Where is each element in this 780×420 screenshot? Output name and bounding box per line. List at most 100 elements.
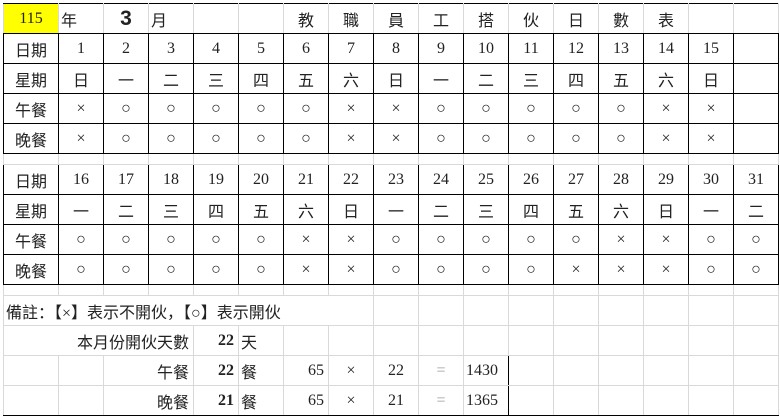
qty[interactable]: 22	[373, 355, 419, 386]
cell[interactable]	[373, 325, 419, 356]
lunch-cell[interactable]: ○	[103, 224, 149, 255]
cell[interactable]	[328, 284, 374, 296]
title-char[interactable]: 教	[283, 3, 329, 34]
cell[interactable]	[283, 325, 329, 356]
title-char[interactable]: 搭	[463, 3, 509, 34]
cell[interactable]	[508, 284, 554, 296]
weekdays-cell[interactable]: 二	[148, 63, 194, 94]
dinner-cell[interactable]: ○	[238, 254, 284, 285]
cell[interactable]	[463, 153, 509, 165]
cell[interactable]	[598, 325, 644, 356]
dinner-cell[interactable]: ○	[373, 254, 419, 285]
cell[interactable]	[3, 355, 59, 386]
dates-cell[interactable]: 8	[373, 33, 419, 64]
cell[interactable]	[508, 355, 554, 386]
lunch-cell[interactable]: ○	[598, 93, 644, 124]
dinner-cell[interactable]: ×	[58, 123, 104, 154]
cell[interactable]	[598, 385, 644, 416]
lunch-cell[interactable]: ×	[643, 93, 689, 124]
cell[interactable]	[598, 295, 644, 326]
weekdays-cell[interactable]: 三	[463, 194, 509, 225]
weekdays-cell[interactable]: 一	[103, 63, 149, 94]
cell[interactable]	[733, 153, 779, 165]
weekdays-cell[interactable]: 六	[283, 194, 329, 225]
weekdays-cell[interactable]: 一	[688, 194, 734, 225]
cell[interactable]	[103, 284, 149, 296]
dinner-cell[interactable]: ○	[418, 254, 464, 285]
dates-cell[interactable]: 21	[283, 164, 329, 195]
dinner-cell[interactable]: ○	[58, 254, 104, 285]
cell[interactable]	[193, 3, 239, 34]
weekdays-cell[interactable]: 日	[643, 194, 689, 225]
weekdays-cell[interactable]: 二	[463, 63, 509, 94]
dates-cell[interactable]: 5	[238, 33, 284, 64]
dates-cell[interactable]: 2	[103, 33, 149, 64]
cell[interactable]	[193, 284, 239, 296]
dinner-cell[interactable]: ○	[508, 254, 554, 285]
weekdays-cell[interactable]: 三	[508, 63, 554, 94]
dates-cell[interactable]: 17	[103, 164, 149, 195]
title-char[interactable]: 職	[328, 3, 374, 34]
total[interactable]: 1430	[463, 355, 509, 386]
dinner-cell[interactable]: ○	[103, 254, 149, 285]
cell[interactable]	[148, 284, 194, 296]
cell[interactable]	[418, 153, 464, 165]
dinner-cell[interactable]: ×	[643, 123, 689, 154]
meal-unit[interactable]: 餐	[238, 385, 284, 416]
cell[interactable]	[643, 385, 689, 416]
lunch-cell[interactable]: ×	[598, 224, 644, 255]
weekdays-cell[interactable]: 五	[553, 194, 599, 225]
cell[interactable]	[553, 385, 599, 416]
cell[interactable]	[643, 153, 689, 165]
lunch-cell[interactable]: ×	[373, 93, 419, 124]
dinner-cell[interactable]: ×	[283, 254, 329, 285]
cell[interactable]	[598, 153, 644, 165]
weekdays-cell[interactable]: 一	[418, 63, 464, 94]
dates-cell[interactable]: 11	[508, 33, 554, 64]
month-unit[interactable]: 月	[148, 3, 194, 34]
cell[interactable]	[418, 284, 464, 296]
weekdays-cell[interactable]: 五	[283, 63, 329, 94]
cell[interactable]	[463, 284, 509, 296]
cell[interactable]	[553, 284, 599, 296]
dates-cell[interactable]: 1	[58, 33, 104, 64]
days-label[interactable]: 本月份開伙天數	[3, 325, 194, 356]
dinner-cell[interactable]: ○	[418, 123, 464, 154]
title-char[interactable]: 數	[598, 3, 644, 34]
dates-cell[interactable]: 10	[463, 33, 509, 64]
cell[interactable]	[148, 153, 194, 165]
dinner-cell[interactable]: ○	[193, 123, 239, 154]
days-value[interactable]: 22	[193, 325, 239, 356]
cell[interactable]	[688, 355, 734, 386]
lunch-cell[interactable]: ×	[58, 93, 104, 124]
weekdays-cell[interactable]: 三	[148, 194, 194, 225]
dates-cell[interactable]: 4	[193, 33, 239, 64]
cell[interactable]	[553, 355, 599, 386]
dates-cell[interactable]: 16	[58, 164, 104, 195]
cell[interactable]	[238, 3, 284, 34]
weekdays-cell[interactable]: 二	[418, 194, 464, 225]
dates-cell[interactable]: 3	[148, 33, 194, 64]
dinner-cell[interactable]: ○	[103, 123, 149, 154]
dates-cell[interactable]: 28	[598, 164, 644, 195]
weekdays-cell[interactable]: 五	[598, 63, 644, 94]
weekdays-cell[interactable]: 六	[328, 63, 374, 94]
month-cell[interactable]: 3	[103, 3, 149, 34]
meal-count[interactable]: 21	[193, 385, 239, 416]
meal-count[interactable]: 22	[193, 355, 239, 386]
title-char[interactable]: 員	[373, 3, 419, 34]
dinner-cell[interactable]: ○	[148, 123, 194, 154]
dinner-row-label[interactable]: 晚餐	[3, 254, 59, 285]
lunch-cell[interactable]: ○	[283, 93, 329, 124]
cell[interactable]	[238, 153, 284, 165]
price[interactable]: 65	[283, 385, 329, 416]
cell[interactable]	[643, 295, 689, 326]
cell[interactable]	[733, 3, 779, 34]
cell[interactable]	[58, 355, 104, 386]
cell[interactable]	[283, 153, 329, 165]
weekdays-cell[interactable]: 四	[193, 194, 239, 225]
times[interactable]: ×	[328, 385, 374, 416]
cell[interactable]	[733, 325, 779, 356]
dinner-cell[interactable]: ○	[598, 123, 644, 154]
weekdays-cell[interactable]: 六	[643, 63, 689, 94]
